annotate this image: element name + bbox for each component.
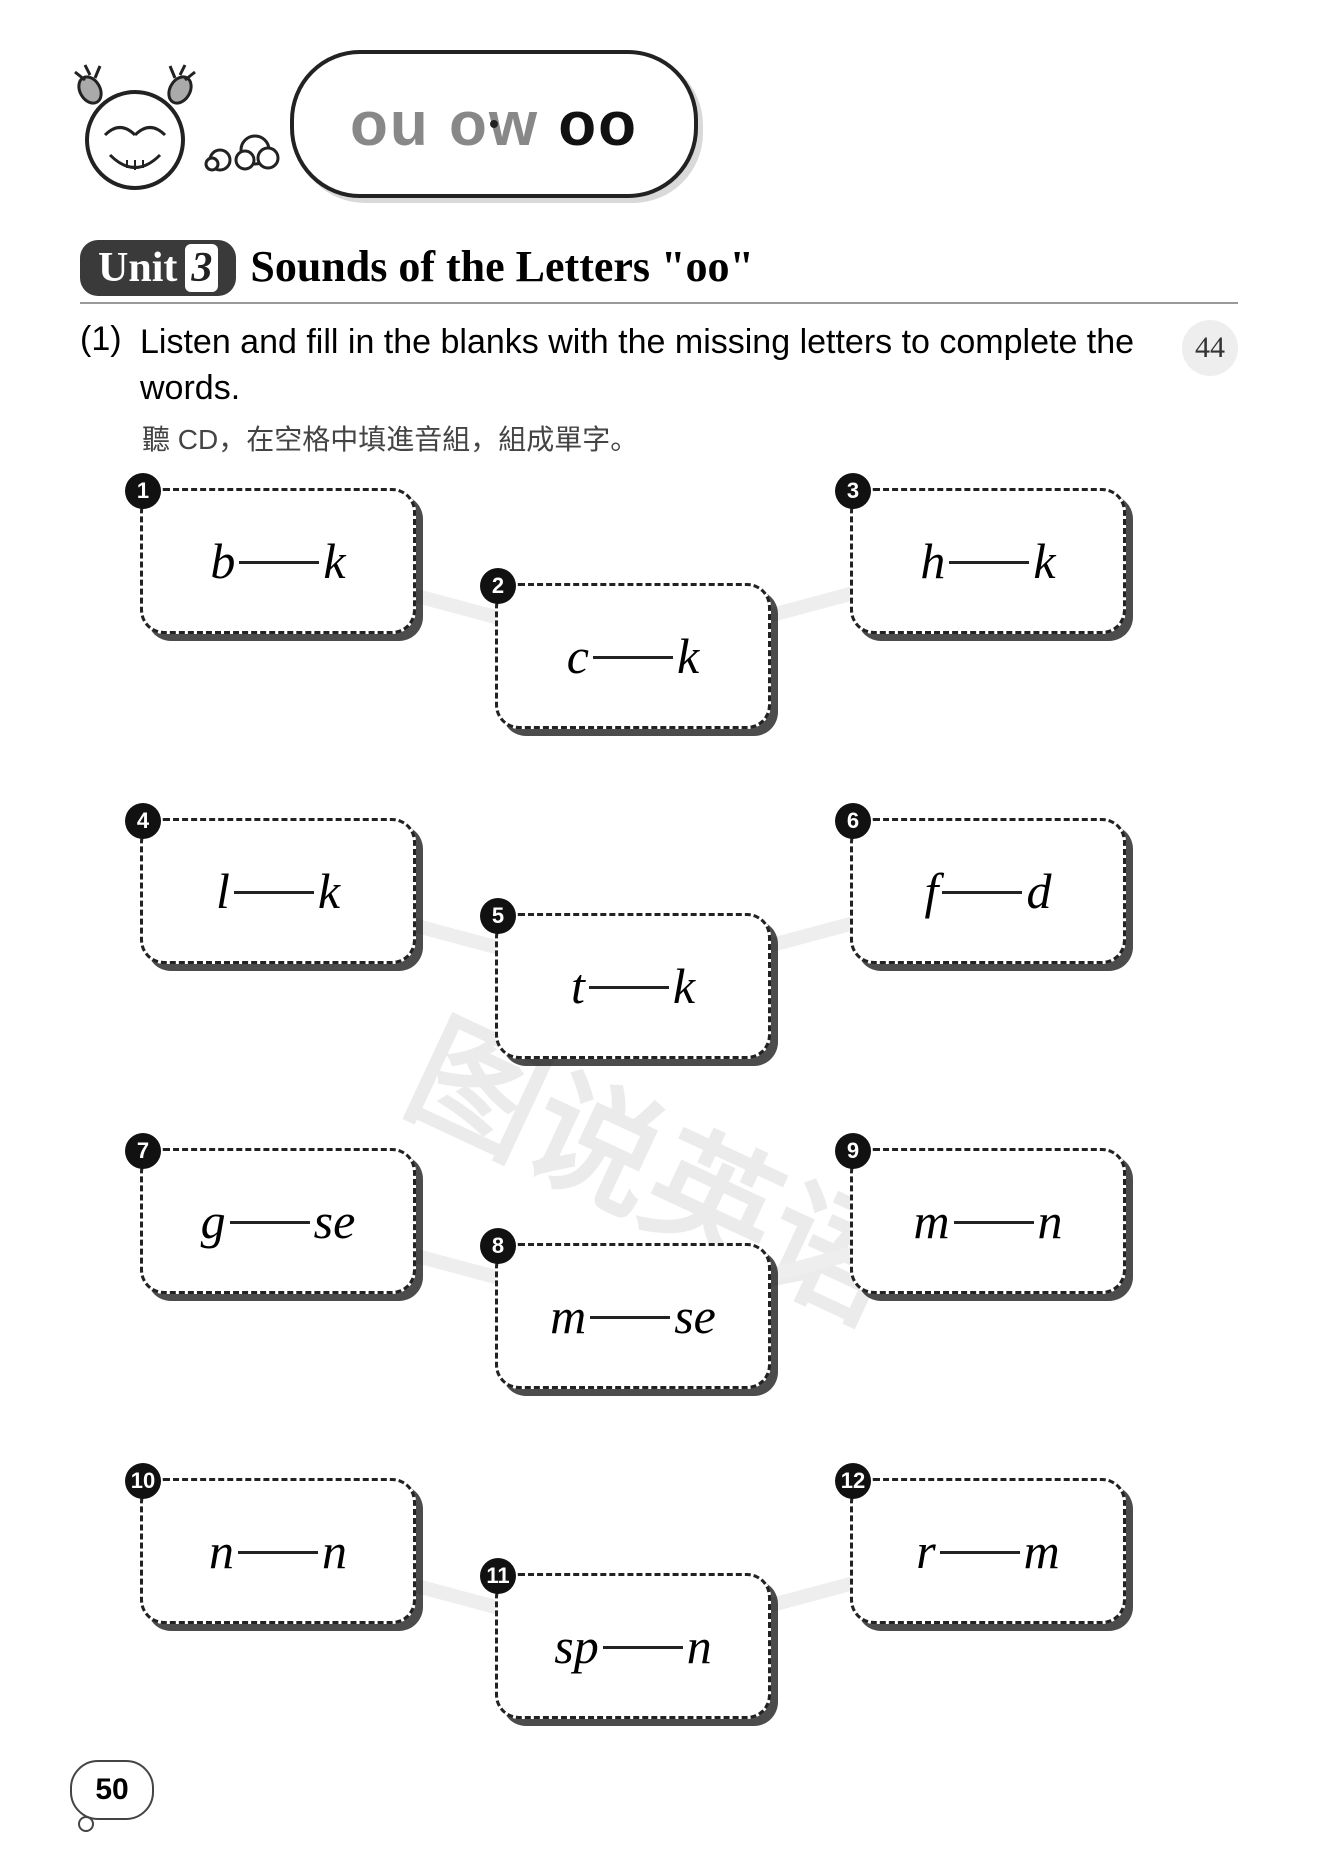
card-number-badge: 1: [125, 473, 161, 509]
word-suffix: n: [322, 1522, 347, 1580]
card-number-badge: 8: [480, 1228, 516, 1264]
word-suffix: n: [687, 1617, 712, 1675]
fill-blank[interactable]: [234, 876, 314, 894]
cloud-text: ou ow oo: [350, 89, 638, 160]
word-suffix: se: [314, 1192, 356, 1250]
word-suffix: m: [1024, 1522, 1060, 1580]
card-number-badge: 11: [480, 1558, 516, 1594]
exercise-grid: 图说英语 1bk2ck3hk4lk5tk6fd7gse8mse9mn10nn11…: [80, 488, 1238, 1838]
page-header: ou ow oo: [80, 50, 1238, 220]
fill-blank[interactable]: [230, 1206, 310, 1224]
word-card-10[interactable]: 10nn: [140, 1478, 416, 1624]
title-cloud: ou ow oo: [290, 50, 698, 198]
card-number-badge: 10: [125, 1463, 161, 1499]
word-card-4[interactable]: 4lk: [140, 818, 416, 964]
page-number: 50: [70, 1760, 154, 1820]
fill-blank[interactable]: [949, 546, 1029, 564]
thought-puffs-icon: [200, 130, 290, 185]
cloud-ow: ow: [449, 90, 558, 159]
word-prefix: m: [913, 1192, 949, 1250]
word-prefix: n: [209, 1522, 234, 1580]
word-suffix: n: [1038, 1192, 1063, 1250]
word-card-11[interactable]: 11spn: [495, 1573, 771, 1719]
word-prefix: f: [925, 862, 939, 920]
unit-badge-text: Unit: [98, 244, 177, 292]
unit-badge-number: 3: [185, 244, 218, 292]
word-prefix: r: [916, 1522, 935, 1580]
word-suffix: k: [1033, 532, 1055, 590]
fill-blank[interactable]: [590, 1301, 670, 1319]
word-suffix: k: [677, 627, 699, 685]
unit-heading-row: Unit 3 Sounds of the Letters "oo": [80, 240, 1238, 304]
word-prefix: m: [550, 1287, 586, 1345]
cloud-oo: oo: [558, 90, 638, 159]
word-card-8[interactable]: 8mse: [495, 1243, 771, 1389]
word-prefix: l: [216, 862, 230, 920]
instruction-english: Listen and fill in the blanks with the m…: [140, 320, 1152, 412]
word-card-2[interactable]: 2ck: [495, 583, 771, 729]
word-card-9[interactable]: 9mn: [850, 1148, 1126, 1294]
word-suffix: k: [318, 862, 340, 920]
word-prefix: sp: [554, 1617, 598, 1675]
word-suffix: k: [673, 957, 695, 1015]
cloud-ou: ou: [350, 90, 449, 159]
fill-blank[interactable]: [589, 971, 669, 989]
word-prefix: c: [567, 627, 589, 685]
word-card-6[interactable]: 6fd: [850, 818, 1126, 964]
word-card-7[interactable]: 7gse: [140, 1148, 416, 1294]
card-number-badge: 4: [125, 803, 161, 839]
cd-track-number: 44: [1182, 320, 1238, 376]
word-card-3[interactable]: 3hk: [850, 488, 1126, 634]
card-number-badge: 12: [835, 1463, 871, 1499]
instruction-number: (1): [80, 320, 130, 359]
girl-face-icon: [60, 60, 210, 205]
card-number-badge: 9: [835, 1133, 871, 1169]
fill-blank[interactable]: [603, 1631, 683, 1649]
fill-blank[interactable]: [239, 546, 319, 564]
card-number-badge: 6: [835, 803, 871, 839]
instruction-row: (1) Listen and fill in the blanks with t…: [80, 320, 1238, 412]
word-prefix: g: [201, 1192, 226, 1250]
fill-blank[interactable]: [942, 876, 1022, 894]
word-prefix: b: [210, 532, 235, 590]
word-card-5[interactable]: 5tk: [495, 913, 771, 1059]
word-suffix: se: [674, 1287, 716, 1345]
card-number-badge: 5: [480, 898, 516, 934]
page-number-value: 50: [95, 1773, 128, 1807]
fill-blank[interactable]: [238, 1536, 318, 1554]
word-card-1[interactable]: 1bk: [140, 488, 416, 634]
worksheet-page: ou ow oo Unit 3 Sounds of the Letters "o…: [0, 0, 1318, 1870]
word-prefix: t: [571, 957, 585, 1015]
fill-blank[interactable]: [593, 641, 673, 659]
word-suffix: k: [323, 532, 345, 590]
fill-blank[interactable]: [940, 1536, 1020, 1554]
card-number-badge: 2: [480, 568, 516, 604]
card-number-badge: 3: [835, 473, 871, 509]
fill-blank[interactable]: [954, 1206, 1034, 1224]
word-suffix: d: [1026, 862, 1051, 920]
card-number-badge: 7: [125, 1133, 161, 1169]
instruction-chinese: 聽 CD，在空格中填進音組，組成單字。: [142, 418, 1238, 458]
word-prefix: h: [920, 532, 945, 590]
word-card-12[interactable]: 12rm: [850, 1478, 1126, 1624]
unit-title: Sounds of the Letters "oo": [250, 241, 754, 292]
unit-badge: Unit 3: [80, 240, 236, 296]
